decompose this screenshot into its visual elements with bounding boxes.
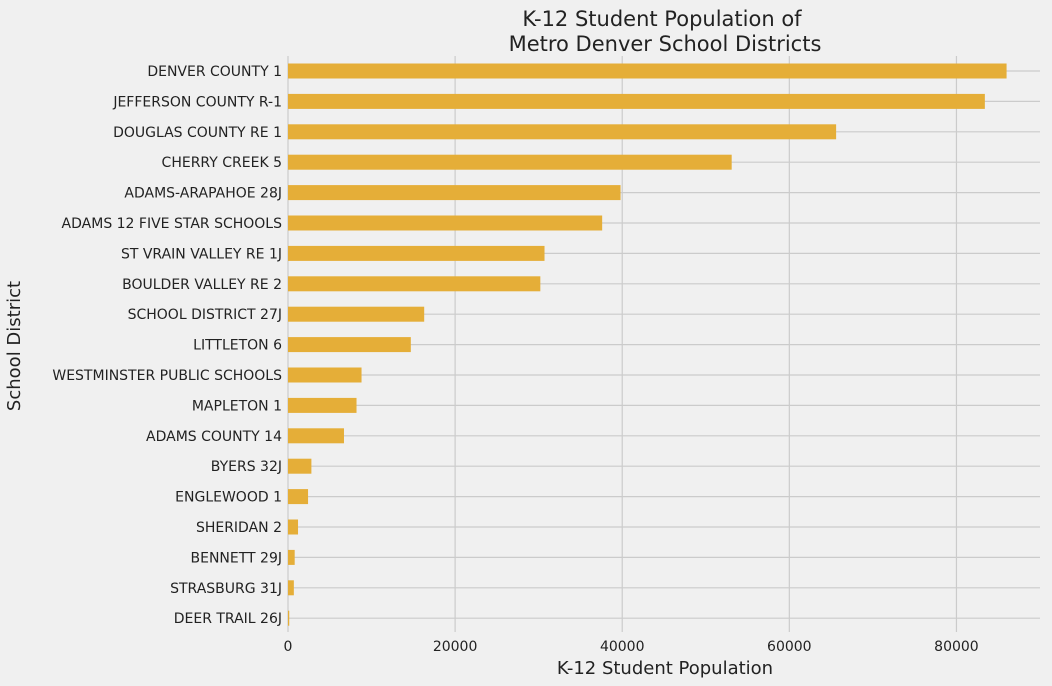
x-tick-label: 80000 (934, 639, 979, 655)
y-axis-label: School District (4, 281, 25, 411)
bar (288, 245, 545, 261)
category-label: DOUGLAS COUNTY RE 1 (113, 125, 282, 141)
category-label: WESTMINSTER PUBLIC SCHOOLS (52, 368, 282, 384)
bar (288, 610, 290, 626)
bar (288, 215, 603, 231)
category-label: ADAMS COUNTY 14 (146, 429, 282, 445)
category-label: DEER TRAIL 26J (174, 611, 282, 627)
bar (288, 519, 299, 535)
x-tick-label: 20000 (433, 639, 478, 655)
category-label: STRASBURG 31J (170, 581, 282, 597)
category-label: SCHOOL DISTRICT 27J (128, 307, 282, 323)
x-tick-label: 0 (284, 639, 293, 655)
bar (288, 93, 985, 109)
bar (288, 337, 411, 353)
bar (288, 580, 294, 596)
x-tick-label: 60000 (767, 639, 812, 655)
bar (288, 63, 1007, 79)
category-labels: DENVER COUNTY 1 JEFFERSON COUNTY R-1 DOUGL… (52, 64, 282, 627)
x-tick-label: 40000 (600, 639, 645, 655)
category-label: ENGLEWOOD 1 (175, 490, 282, 506)
category-label: ST VRAIN VALLEY RE 1J (121, 246, 282, 262)
bar (288, 489, 309, 505)
bar (288, 458, 312, 474)
category-label: MAPLETON 1 (192, 398, 282, 414)
category-label: JEFFERSON COUNTY R-1 (112, 94, 282, 110)
bar (288, 185, 621, 201)
bar (288, 124, 837, 140)
category-label: BOULDER VALLEY RE 2 (122, 277, 282, 293)
chart-title-line-2: Metro Denver School Districts (509, 32, 822, 56)
x-tick-labels: 0 20000 40000 60000 80000 (284, 639, 979, 655)
category-label: BYERS 32J (211, 459, 282, 475)
bar (288, 428, 344, 444)
bars (288, 63, 1007, 626)
category-label: CHERRY CREEK 5 (162, 155, 282, 171)
bar (288, 367, 362, 383)
bar (288, 397, 357, 413)
chart-title-line-1: K-12 Student Population of (522, 7, 802, 31)
category-label: SHERIDAN 2 (196, 520, 282, 536)
bar (288, 549, 295, 565)
category-label: ADAMS-ARAPAHOE 28J (124, 186, 282, 202)
x-axis-label: K-12 Student Population (557, 658, 773, 679)
bar (288, 154, 732, 170)
category-label: BENNETT 29J (191, 550, 283, 566)
category-label: ADAMS 12 FIVE STAR SCHOOLS (62, 216, 283, 232)
category-label: LITTLETON 6 (193, 338, 282, 354)
bar (288, 276, 541, 292)
category-label: DENVER COUNTY 1 (147, 64, 282, 80)
bar (288, 306, 425, 322)
